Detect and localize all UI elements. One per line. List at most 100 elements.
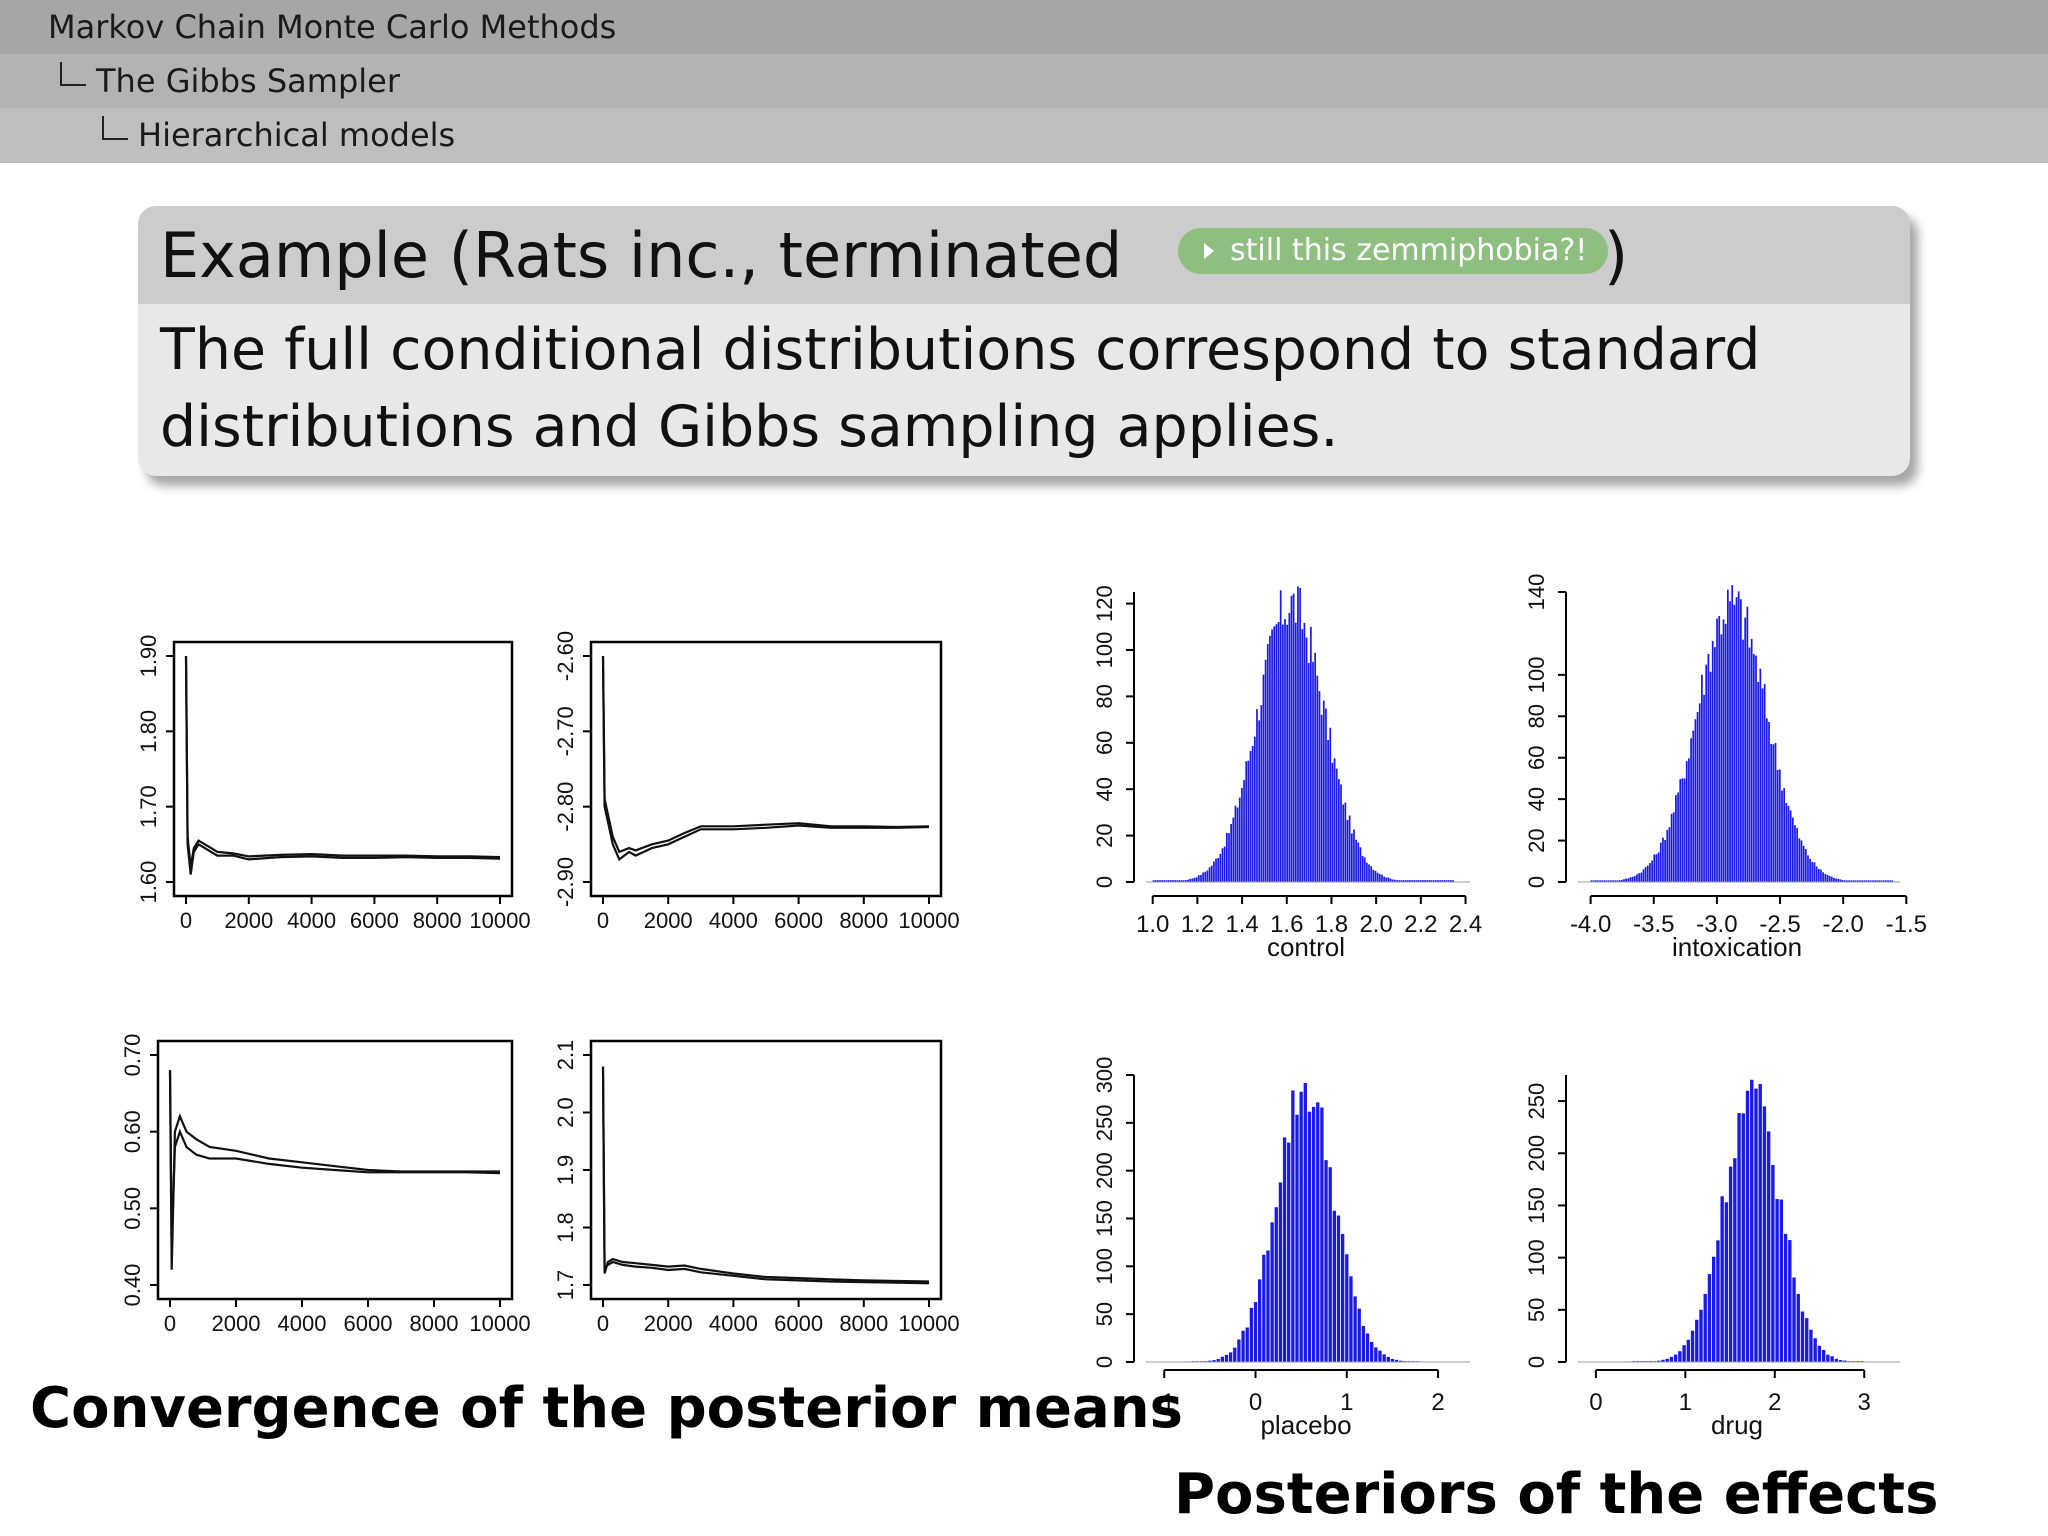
histogram-bar <box>1703 694 1705 882</box>
x-tick-label: 1 <box>1340 1389 1353 1416</box>
histogram-bar <box>1745 1090 1750 1362</box>
histogram-bar <box>1590 880 1593 882</box>
histogram-bar <box>1755 655 1757 882</box>
histogram-bar <box>1262 674 1265 882</box>
histogram-bar <box>1316 1102 1320 1362</box>
histogram-bar <box>1757 681 1760 882</box>
histogram-bar <box>1279 590 1282 882</box>
histogram-bar <box>1805 1318 1809 1362</box>
histogram-bar <box>1217 857 1220 882</box>
trace-line-series-2 <box>601 1066 930 1285</box>
histogram-bar <box>1391 879 1394 882</box>
histogram-bar <box>1290 595 1293 882</box>
y-tick-label: -2.80 <box>553 782 578 832</box>
histogram-bar <box>1286 624 1289 882</box>
histogram-bar <box>1437 880 1439 882</box>
histogram-bar <box>1838 1360 1843 1362</box>
histogram-bar <box>1804 849 1807 882</box>
histogram-bar <box>1253 736 1256 882</box>
nav-subsection-label[interactable]: The Gibbs Sampler <box>96 62 400 100</box>
nav-subsubsection-label[interactable]: Hierarchical models <box>138 116 456 154</box>
histogram-bar <box>1672 812 1675 882</box>
histogram-bar <box>1404 880 1407 882</box>
histogram-bar <box>1811 862 1814 882</box>
y-tick-label: 2.0 <box>553 1097 578 1128</box>
histogram-bar <box>1889 880 1892 882</box>
histogram-bar <box>1865 880 1868 882</box>
x-tick-label: 8000 <box>413 908 462 933</box>
y-tick-label: 50 <box>1524 1298 1549 1322</box>
histogram-bar <box>1249 750 1252 882</box>
histogram-bar <box>1880 880 1883 882</box>
histogram-bar <box>1800 840 1803 882</box>
histogram-bar <box>1876 880 1879 882</box>
y-tick-label: 60 <box>1524 745 1549 769</box>
zemmiphobia-link-button[interactable]: still this zemmiphobia?! <box>1178 228 1608 274</box>
x-tick-label: 6000 <box>774 908 823 933</box>
y-tick-label: 20 <box>1092 823 1117 847</box>
trace-plot-2: 0 2000 4000 6000 8000 10000 -2.90 -2.80 -2.70 -2.… <box>553 631 960 933</box>
histogram-bar <box>1775 1199 1779 1362</box>
x-axis-title: placebo <box>1260 1410 1351 1440</box>
histogram-bar <box>1234 805 1237 882</box>
histogram-bar <box>1830 876 1833 882</box>
histogram-bar <box>1333 758 1336 882</box>
histogram-bar <box>1792 1277 1796 1362</box>
histogram-bar <box>1834 1358 1839 1362</box>
y-tick-label: 0 <box>1524 1356 1549 1368</box>
histogram-bar <box>1305 637 1308 882</box>
histogram-bar <box>1737 591 1740 882</box>
histogram-bar <box>1258 1279 1262 1362</box>
histogram-bar <box>1299 588 1301 882</box>
nav-subsection[interactable]: The Gibbs Sampler <box>0 54 2048 108</box>
histogram-bar <box>1270 1222 1274 1362</box>
histogram-bar <box>1846 880 1848 882</box>
y-tick-label: 80 <box>1524 704 1549 728</box>
y-tick-label: 0 <box>1524 876 1549 888</box>
histogram-bar <box>1215 858 1217 882</box>
y-tick-label: 40 <box>1092 777 1117 801</box>
histogram-bar <box>1638 873 1640 882</box>
histogram-bar <box>1761 688 1764 882</box>
histogram-bar <box>1349 1276 1353 1362</box>
y-tick-label: 2.1 <box>553 1040 578 1071</box>
histogram-bar <box>1664 839 1666 882</box>
histogram-bar <box>1705 664 1708 882</box>
histogram-bar <box>1394 1359 1399 1362</box>
histogram-bar <box>1802 845 1805 882</box>
histogram-bar <box>1345 1254 1349 1362</box>
histogram-bar <box>1741 1113 1745 1362</box>
histogram-bar <box>1445 880 1448 882</box>
nav-section[interactable]: Markov Chain Monte Carlo Methods <box>0 0 2048 54</box>
x-tick-label: 10000 <box>469 1311 530 1336</box>
histogram-bar <box>1386 1356 1390 1362</box>
histogram-bar <box>1157 880 1159 882</box>
histogram-bar <box>1800 1311 1805 1362</box>
caption-posteriors: Posteriors of the effects <box>1174 1462 1939 1527</box>
histogram-bar <box>1195 877 1198 882</box>
histogram-bar <box>1193 877 1196 882</box>
histogram-control: 1.0 1.2 1.4 1.6 1.8 2.0 2.2 2.4 control 0 20 40 60 80… <box>1092 585 1482 962</box>
histogram-bar <box>1389 878 1392 882</box>
nav-subsubsection[interactable]: Hierarchical models <box>0 108 2048 163</box>
x-tick-label: 1 <box>1679 1389 1692 1416</box>
histogram-bar <box>1335 768 1338 882</box>
histogram-bar <box>1754 1088 1758 1362</box>
histogram-bar <box>1292 593 1295 882</box>
histogram-bar <box>1174 880 1176 882</box>
histogram-bar <box>1839 879 1842 882</box>
histogram-bar <box>1241 1330 1245 1362</box>
y-tick-label: 100 <box>1092 1248 1117 1285</box>
y-tick-label: 140 <box>1524 574 1549 611</box>
x-tick-label: 2000 <box>644 908 693 933</box>
histogram-bar <box>1324 1160 1328 1362</box>
histogram-bar <box>1172 880 1174 882</box>
histogram-bar <box>1288 613 1291 882</box>
nav-section-label[interactable]: Markov Chain Monte Carlo Methods <box>48 8 617 46</box>
example-title: Example (Rats inc., terminated <box>160 219 1123 292</box>
histogram-bar <box>1167 880 1170 882</box>
x-tick-label: 10000 <box>898 1311 959 1336</box>
trace-line-series-2 <box>184 655 501 868</box>
